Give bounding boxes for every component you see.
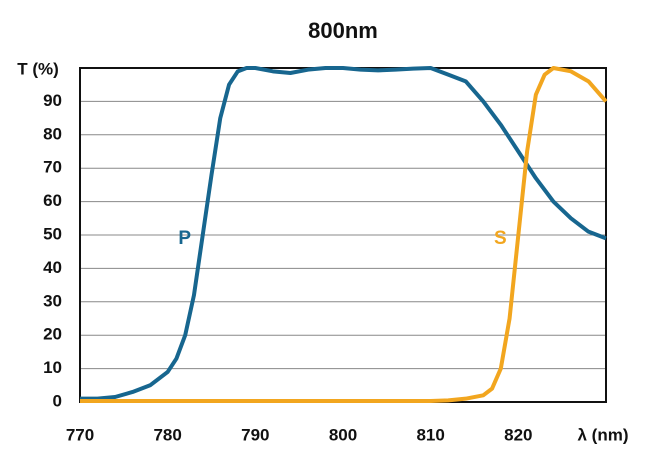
x-tick-label: 820	[504, 425, 532, 444]
y-tick-label: 0	[53, 391, 62, 410]
y-tick-label: 60	[43, 191, 62, 210]
y-tick-label: 90	[43, 91, 62, 110]
x-tick-label: 770	[66, 425, 94, 444]
y-tick-label: 10	[43, 358, 62, 377]
series-line	[80, 66, 607, 401]
chart-title: 800nm	[308, 18, 378, 43]
y-tick-label: 50	[43, 224, 62, 243]
y-axis-label: T (%)	[17, 59, 59, 78]
y-tick-label: 20	[43, 325, 62, 344]
x-axis-label: λ (nm)	[578, 425, 629, 444]
x-tick-label: 780	[153, 425, 181, 444]
y-tick-label: 40	[43, 258, 62, 277]
x-tick-label: 800	[329, 425, 357, 444]
series-label: P	[178, 228, 191, 249]
series-line	[80, 66, 608, 403]
series-label: S	[494, 228, 507, 249]
y-tick-label: 30	[43, 291, 62, 310]
y-tick-label: 80	[43, 124, 62, 143]
x-tick-label: 790	[241, 425, 269, 444]
y-tick-label: 70	[43, 158, 62, 177]
x-tick-label: 810	[416, 425, 444, 444]
